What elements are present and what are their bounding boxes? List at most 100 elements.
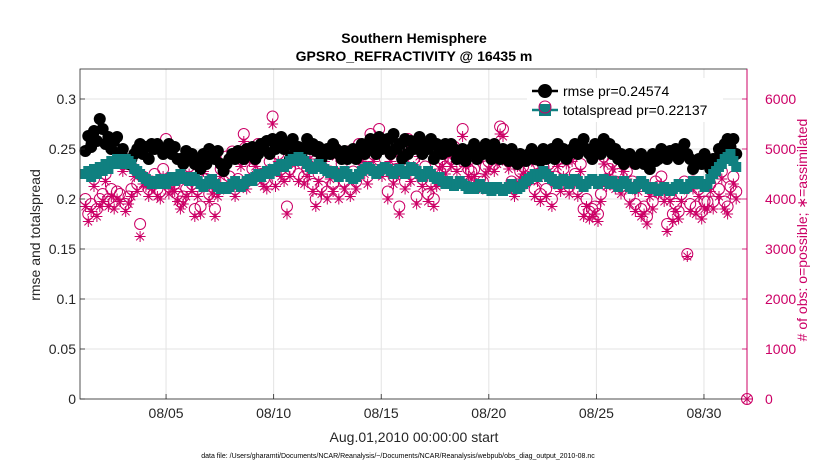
rmse-series	[79, 113, 743, 177]
obs-assimilated-point	[673, 213, 685, 225]
obs-assimilated-point	[117, 166, 129, 177]
obs-assimilated-point	[212, 191, 224, 202]
obs-assimilated-point	[301, 171, 313, 182]
x-tick-label: 08/05	[149, 405, 184, 421]
obs-assimilated-point	[339, 183, 351, 195]
obs-assimilated-point	[422, 196, 434, 207]
obs-assimilated-point	[105, 191, 117, 202]
totalspread-point	[731, 162, 742, 172]
obs-assimilated-point	[676, 196, 687, 207]
obs-assimilated-point	[624, 198, 636, 210]
x-axis-ticks: 08/05 08/10 08/15 08/20 08/25 08/30	[149, 394, 722, 421]
obs-assimilated-point	[313, 176, 325, 187]
obs-assimilated-point	[606, 163, 618, 175]
obs-assimilated-point	[281, 208, 293, 220]
totalspread-point	[103, 164, 114, 174]
obs-assimilated-point	[177, 198, 189, 210]
obs-assimilated-point	[310, 201, 322, 212]
obs-assimilated-point	[270, 181, 281, 192]
obs-assimilated-point	[578, 211, 590, 222]
obs-assimilated-point	[382, 193, 394, 205]
obs-assimilated-point	[324, 173, 336, 185]
left-axis-label: rmse and totalspread	[27, 169, 43, 301]
obs-assimilated-point	[82, 216, 94, 227]
obs-assimilated-point	[725, 188, 736, 200]
totalspread-point	[97, 166, 108, 176]
obs-assimilated-point	[189, 211, 201, 222]
obs-assimilated-point	[180, 191, 192, 202]
obs-assimilated-point	[344, 191, 356, 202]
rmse-point	[168, 141, 181, 153]
obs-assimilated-point	[209, 211, 221, 222]
obs-assimilated-point	[195, 208, 207, 220]
obs-assimilated-point	[618, 166, 630, 177]
obs-assimilated-point	[428, 201, 440, 212]
x-tick-label: 08/15	[364, 405, 399, 421]
legend-totalspread-marker	[539, 104, 551, 116]
obs-assimilated-point	[457, 131, 469, 142]
obs-assimilated-point	[169, 186, 181, 197]
obs-assimilated-point	[143, 191, 155, 202]
left-axis-ticks: 0 0.05 0.1 0.15 0.2 0.25 0.3	[49, 91, 85, 407]
obs-assimilated-point	[126, 191, 137, 202]
obs-assimilated-point	[517, 168, 529, 180]
obs-assimilated-point	[425, 183, 437, 195]
obs-assimilated-point	[719, 203, 731, 215]
y-left-tick-label: 0.15	[49, 241, 76, 257]
obs-assimilated-point	[123, 198, 135, 210]
obs-assimilated-point	[704, 186, 716, 197]
y-left-tick-label: 0.3	[57, 91, 77, 107]
obs-assimilated-point	[431, 181, 443, 192]
obs-assimilated-point	[376, 171, 388, 182]
obs-assimilated-point	[249, 161, 261, 172]
obs-assimilated-point	[483, 163, 495, 175]
totalspread-point	[86, 172, 97, 182]
x-tick-label: 08/25	[579, 405, 614, 421]
obs-assimilated-point	[681, 251, 693, 262]
chart-subtitle: GPSRO_REFRACTIVITY @ 16435 m	[296, 48, 533, 64]
obs-assimilated-point	[670, 206, 682, 217]
y-right-tick-label: 3000	[765, 241, 796, 257]
x-tick-label: 08/10	[256, 405, 291, 421]
data-file-footnote: data file: /Users/gharamti/Documents/NCA…	[201, 453, 595, 460]
obs-assimilated-point	[696, 213, 708, 225]
right-axis-label: # of obs: o=possible; ∗=assimilated	[794, 119, 810, 342]
obs-assimilated-point	[509, 191, 520, 202]
obs-assimilated-point	[638, 208, 650, 220]
obs-assimilated-point	[293, 176, 304, 187]
obs-assimilated-point	[91, 211, 103, 222]
obs-possible-point	[134, 218, 147, 230]
obs-assimilated-point	[701, 203, 713, 215]
obs-assimilated-point	[298, 178, 310, 190]
obs-assimilated-point	[140, 181, 152, 192]
obs-assimilated-point	[278, 176, 290, 187]
legend-rmse-label: rmse pr=0.24574	[563, 83, 669, 99]
obs-assimilated-point	[120, 206, 132, 217]
obs-assimilated-point	[667, 216, 679, 227]
y-right-tick-label: 1000	[765, 341, 796, 357]
obs-assimilated-point	[595, 196, 607, 207]
obs-assimilated-point	[575, 166, 587, 177]
obs-assimilated-point	[402, 141, 414, 152]
y-left-tick-label: 0.25	[49, 141, 76, 157]
obs-assimilated-point	[321, 193, 333, 205]
y-right-tick-label: 6000	[765, 91, 796, 107]
obs-assimilated-point	[488, 166, 500, 177]
obs-assimilated-point	[186, 186, 198, 197]
obs-assimilated-point	[592, 216, 604, 227]
obs-assimilated-point	[203, 196, 215, 207]
totalspread-point	[728, 156, 739, 166]
y-left-tick-label: 0.2	[57, 191, 77, 207]
obs-assimilated-point	[79, 201, 91, 212]
obs-assimilated-point	[563, 188, 575, 200]
obs-assimilated-point	[275, 171, 287, 182]
obs-assimilated-point	[589, 208, 601, 220]
obs-assimilated-point	[529, 191, 541, 202]
obs-assimilated-point	[108, 203, 120, 215]
obs-assimilated-point	[534, 196, 546, 207]
legend-rmse-marker	[538, 84, 552, 98]
obs-assimilated-point	[88, 181, 100, 192]
obs-assimilated-point	[100, 176, 111, 187]
obs-assimilated-point	[235, 161, 247, 172]
